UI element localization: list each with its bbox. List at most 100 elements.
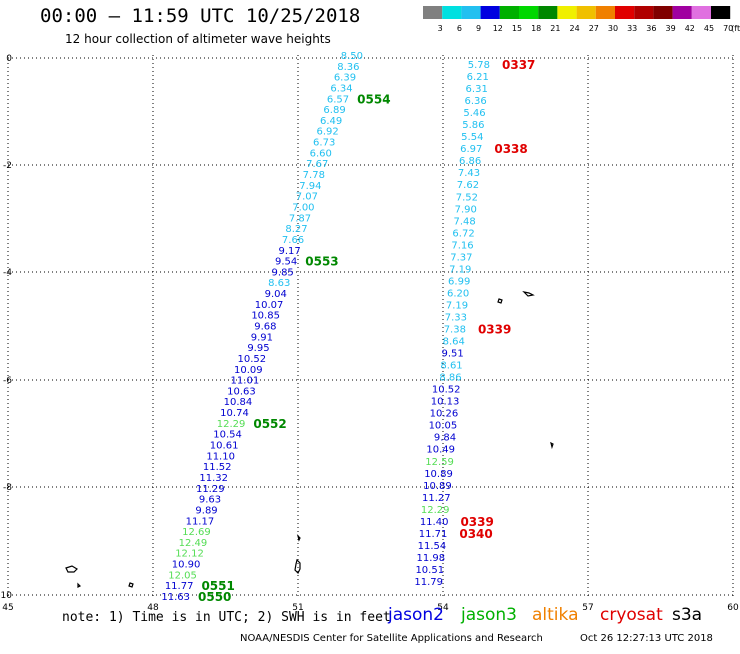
east-height-label: 12.29 [421, 505, 450, 516]
east-height-label: 11.27 [422, 493, 451, 504]
legend-label: 33 [627, 24, 637, 33]
legend-label: 6 [457, 24, 462, 33]
legend-swatch [576, 6, 596, 19]
west-height-label: 10.74 [220, 408, 249, 419]
west-height-label: 6.89 [323, 105, 345, 116]
west-height-label: 10.63 [227, 386, 256, 397]
east-height-label: 6.99 [448, 276, 470, 287]
west-height-label: 9.89 [195, 505, 217, 516]
east-height-label: 5.78 [468, 60, 490, 71]
island-outline [522, 291, 535, 297]
legend-swatch [653, 6, 673, 19]
east-height-label: 7.16 [451, 240, 473, 251]
west-height-label: 8.36 [337, 62, 359, 73]
island-outline [65, 565, 78, 573]
mission-label-cryosat: cryosat [600, 605, 663, 625]
legend-swatch [519, 6, 539, 19]
west-height-label: 7.78 [303, 170, 325, 181]
island-outline [497, 298, 503, 304]
east-height-label: 6.86 [459, 156, 481, 167]
east-height-label: 10.26 [430, 409, 459, 420]
east-height-label: 8.86 [439, 373, 461, 384]
east-height-label: 10.89 [424, 469, 453, 480]
island-outline [296, 534, 301, 542]
legend-swatch [480, 6, 500, 19]
legend-label: 70 [723, 24, 733, 33]
east-height-label: 7.62 [457, 180, 479, 191]
west-time-label: 0552 [253, 417, 286, 431]
legend-label: 15 [512, 24, 522, 33]
west-height-label: 6.92 [317, 127, 339, 138]
legend-swatch [538, 6, 558, 19]
west-height-label: 11.52 [203, 462, 232, 473]
east-height-label: 7.33 [445, 312, 467, 323]
west-height-label: 7.87 [289, 213, 311, 224]
west-time-label: 0551 [201, 579, 234, 593]
island-outline [128, 582, 134, 588]
west-height-label: 11.29 [196, 484, 225, 495]
east-height-label: 11.98 [417, 553, 446, 564]
west-height-label: 7.94 [299, 181, 321, 192]
east-height-label: 6.31 [466, 84, 488, 95]
west-height-label: 8.27 [285, 224, 307, 235]
island-outlines [65, 291, 554, 588]
west-height-label: 8.63 [268, 278, 290, 289]
west-track: 8.508.366.396.346.576.896.496.926.736.60… [161, 51, 390, 604]
legend-label: 9 [476, 24, 481, 33]
legend-label: 36 [646, 24, 656, 33]
east-time-label: 0339 [460, 515, 493, 529]
west-height-label: 11.63 [161, 592, 190, 603]
west-height-label: 6.57 [327, 94, 349, 105]
legend-swatch [557, 6, 577, 19]
east-height-label: 7.48 [454, 216, 476, 227]
west-height-label: 9.85 [272, 267, 294, 278]
west-height-label: 11.77 [165, 581, 194, 592]
legend-label: 45 [704, 24, 714, 33]
east-height-label: 7.52 [456, 192, 478, 203]
east-height-label: 10.52 [432, 385, 461, 396]
west-height-label: 10.09 [234, 365, 263, 376]
island-outline [550, 441, 554, 450]
legend-label: 3 [438, 24, 443, 33]
x-tick-label: 51 [292, 603, 303, 613]
west-height-label: 9.63 [199, 495, 221, 506]
west-height-label: 6.60 [310, 148, 332, 159]
mission-label-jason3: jason3 [461, 605, 517, 625]
east-height-label: 12.59 [425, 457, 454, 468]
east-height-label: 7.38 [444, 325, 466, 336]
west-height-label: 11.01 [231, 376, 260, 387]
mission-label-s3a: s3a [672, 605, 703, 625]
east-height-label: 7.37 [450, 252, 472, 263]
west-height-label: 9.04 [265, 289, 287, 300]
east-height-label: 11.54 [418, 541, 447, 552]
x-tick-label: 45 [2, 603, 13, 613]
legend-label: 21 [550, 24, 560, 33]
east-height-label: 6.21 [467, 72, 489, 83]
legend-label: 12 [493, 24, 503, 33]
map-grid [7, 55, 735, 597]
east-height-label: 6.36 [464, 96, 486, 107]
legend-swatch [634, 6, 654, 19]
east-height-label: 5.46 [463, 108, 485, 119]
footer-note: note: 1) Time is in UTC; 2) SWH is in fe… [62, 610, 391, 625]
east-height-label: 11.79 [414, 577, 443, 588]
west-height-label: 9.91 [251, 332, 273, 343]
page-subtitle: 12 hour collection of altimeter wave hei… [65, 32, 331, 46]
west-height-label: 12.05 [168, 570, 197, 581]
west-height-label: 12.69 [182, 527, 211, 538]
west-height-label: 10.84 [224, 397, 253, 408]
legend-label: 39 [666, 24, 676, 33]
west-height-label: 6.39 [334, 73, 356, 84]
west-height-label: 10.85 [251, 311, 280, 322]
legend-swatch [595, 6, 615, 19]
west-height-label: 9.68 [254, 322, 276, 333]
east-height-label: 7.43 [458, 168, 480, 179]
east-height-label: 8.61 [440, 361, 462, 372]
west-height-label: 10.52 [237, 354, 266, 365]
west-time-label: 0550 [198, 590, 231, 604]
legend-label: 18 [531, 24, 541, 33]
map-axes: 45 48 51 54 57 60 0 -2 -4 -6 -8 -10 [0, 54, 739, 613]
east-time-label: 0340 [459, 527, 492, 541]
